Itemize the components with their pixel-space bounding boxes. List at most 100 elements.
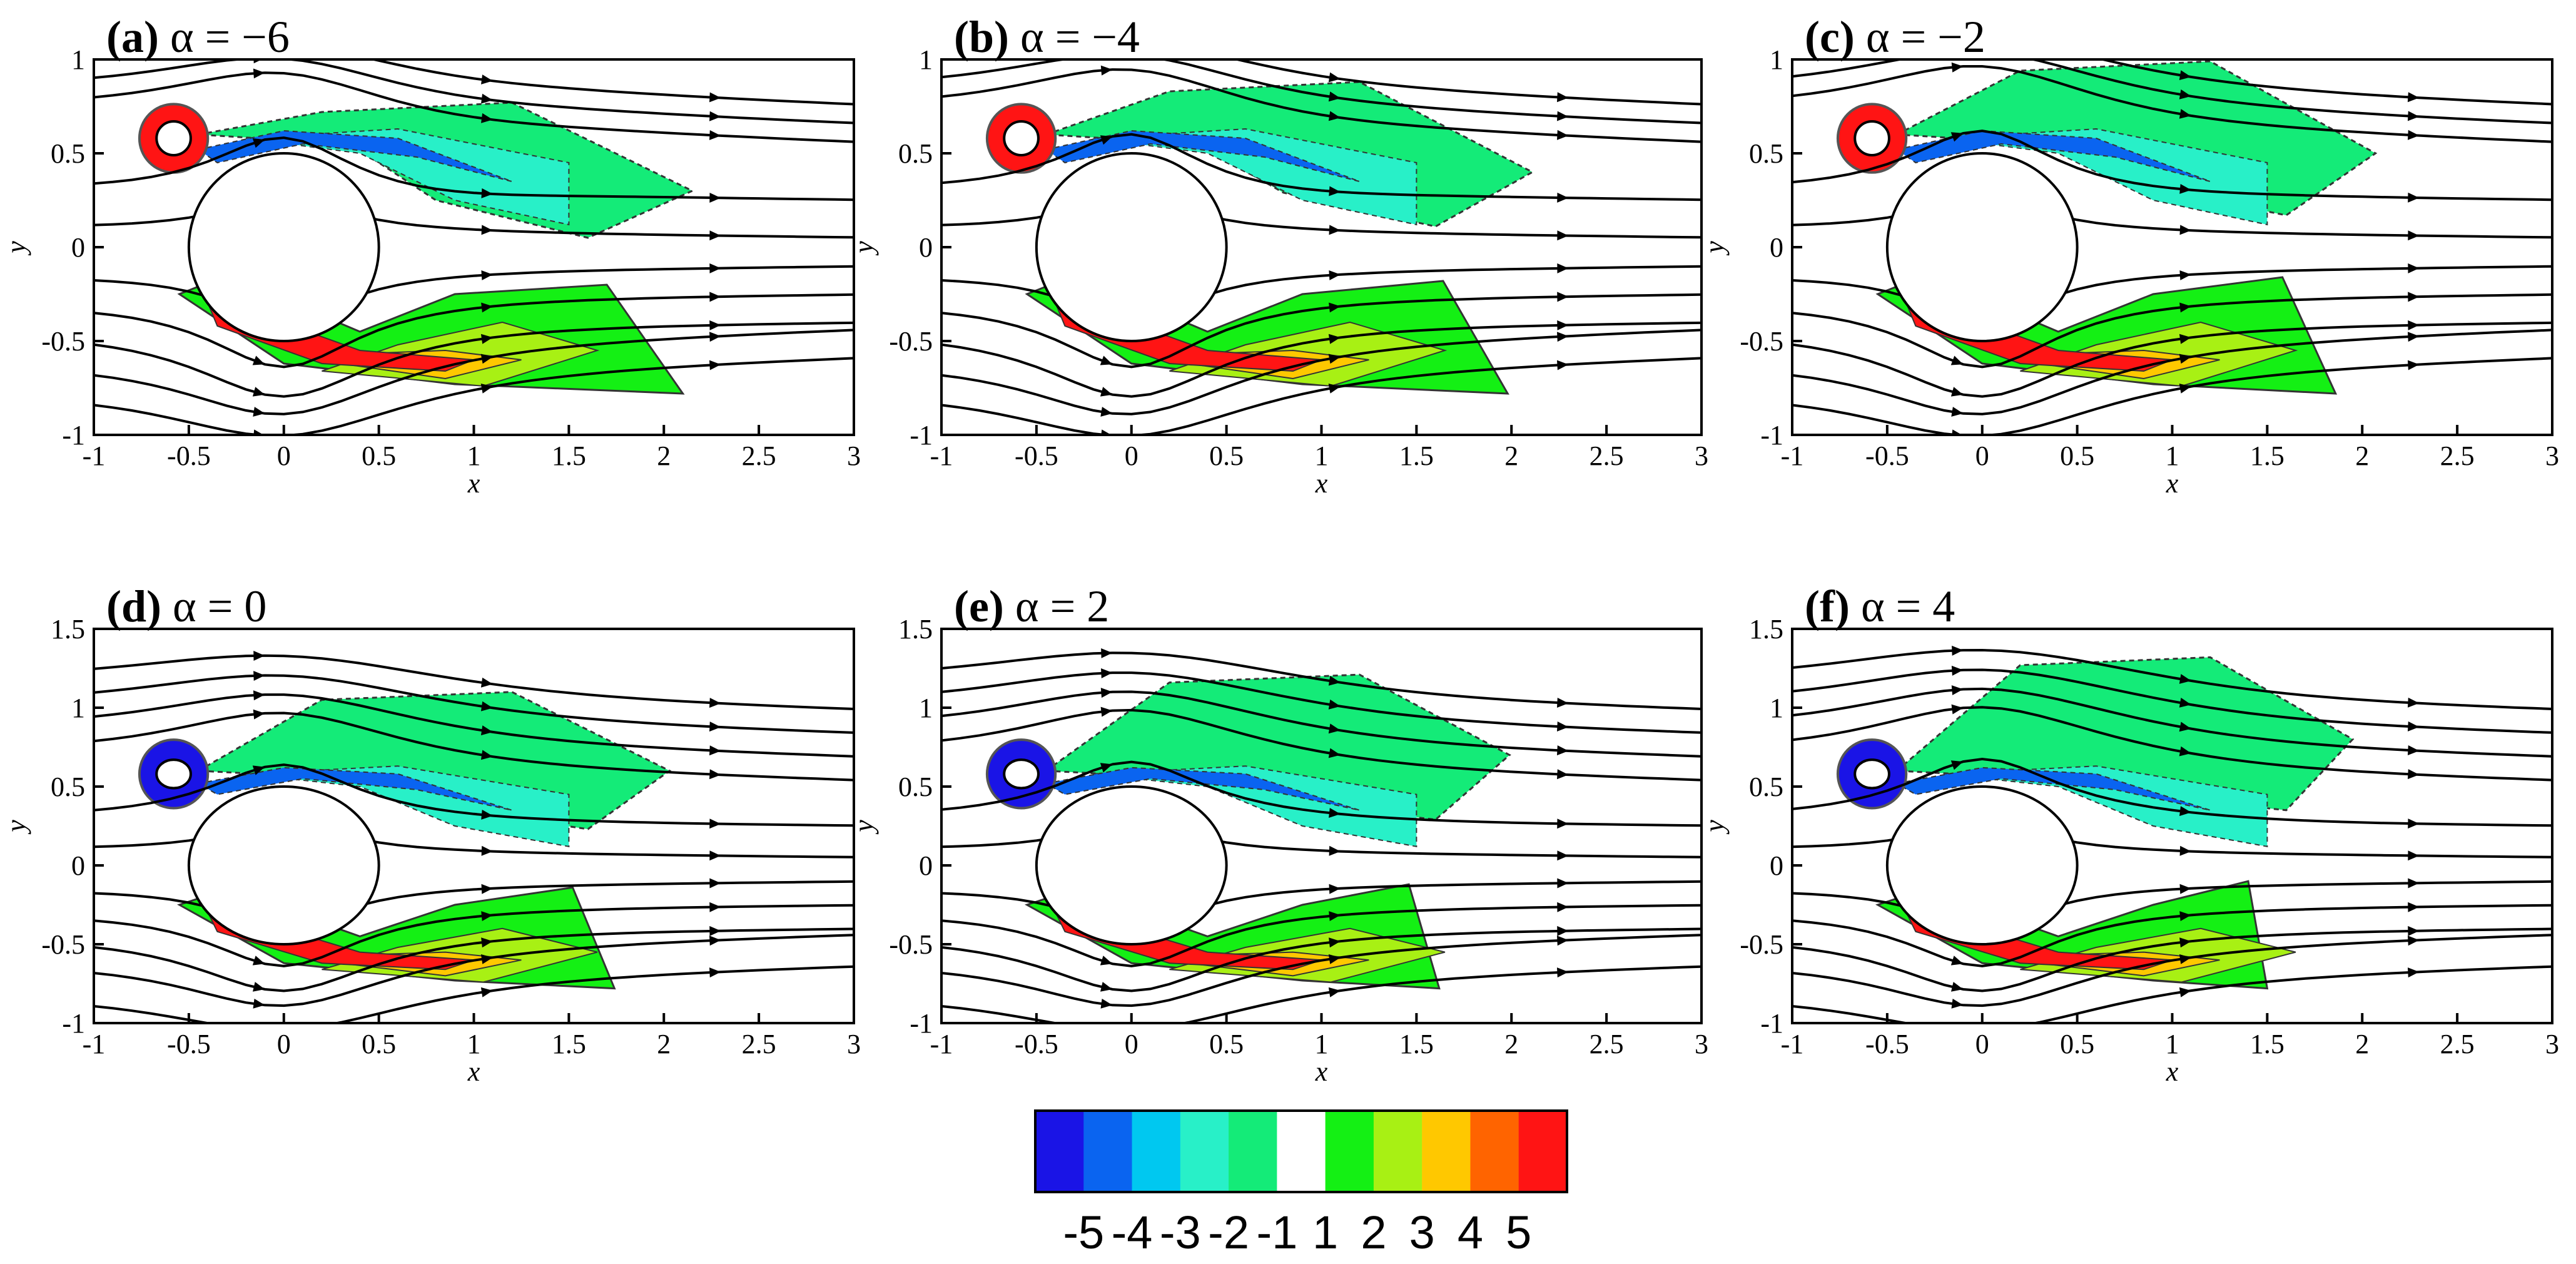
- panel-e-streamline-4-arrow-2: [1557, 878, 1569, 889]
- panel-c-alpha: α = −2: [1866, 12, 1985, 62]
- panel-c-streamline-1-arrow-0: [1951, 407, 1964, 417]
- panel-f-streamline-10-arrow-0: [1952, 645, 1964, 656]
- panel-c-streamline-0: [1792, 357, 2552, 435]
- panel-b-xlabel: x: [1315, 468, 1328, 499]
- panel-e-ytick-label-3: 0.5: [898, 772, 933, 802]
- colorbar-label-7: 3: [1409, 1206, 1435, 1258]
- panel-d-streamline-7: [94, 711, 854, 782]
- panel-d-streamline-2-arrow-0: [253, 982, 265, 992]
- panel-f-vorticity-field: [1792, 645, 2552, 1034]
- panel-e-streamline-3-arrow-1: [1329, 911, 1341, 921]
- panel-d-streamline-10-arrow-1: [480, 677, 493, 688]
- panel-c-streamline-0-arrow-2: [2408, 360, 2420, 370]
- panel-c-contour-neg2: [1944, 128, 2268, 226]
- panel-f-streamline-10-arrow-2: [2408, 697, 2420, 708]
- panel-b-streamline-6: [941, 133, 1701, 201]
- panel-f-alpha: α = 4: [1861, 581, 1955, 631]
- panel-e-ytick-label-5: 1.5: [898, 614, 933, 645]
- panel-d-contour-neg2: [245, 765, 570, 847]
- panel-a-xtick-label-6: 2: [657, 441, 671, 471]
- colorbar-label-1: -4: [1112, 1206, 1153, 1258]
- panel-f-streamline-2-arrow-1: [2179, 937, 2191, 948]
- panel-a-xtick-label-1: -0.5: [167, 441, 211, 471]
- panel-f-streamline-9-arrow-1: [2179, 698, 2191, 708]
- panel-b-xtick-label-7: 2.5: [1590, 441, 1624, 471]
- panel-a-vorticity-field: [94, 59, 854, 435]
- panel-b-xtick-label-0: -1: [930, 441, 953, 471]
- panel-a-ytick-label-1: -0.5: [41, 326, 85, 357]
- panel-b-streamline-8-arrow-1: [1328, 91, 1341, 102]
- panel-d-streamline-0-arrow-1: [480, 987, 493, 997]
- panel-e-streamline-8-arrow-0: [1100, 688, 1113, 698]
- panel-f-ytick-label-1: -0.5: [1740, 929, 1783, 960]
- panel-b-streamline-4-arrow-2: [1557, 263, 1569, 273]
- panel-c-streamline-8-arrow-2: [2408, 111, 2420, 121]
- panel-a-streamline-8-arrow-1: [481, 93, 493, 104]
- panel-c-streamline-3-arrow-2: [2408, 292, 2420, 302]
- panel-a-contour-neg4: [196, 130, 512, 182]
- panel-e-streamline-10-arrow-0: [1101, 648, 1113, 658]
- panel-b-streamline-3: [941, 293, 1701, 369]
- panel-a-streamline-3-arrow-2: [709, 292, 721, 302]
- panel-d-xtick-label-0: -1: [83, 1029, 106, 1059]
- panel-f-contour-neg2: [1944, 765, 2268, 847]
- panel-f-streamline-0: [1792, 965, 2552, 1023]
- panel-a-streamline-3-arrow-1: [481, 302, 493, 313]
- panel-c-streamline-7-arrow-1: [2179, 109, 2191, 119]
- panel-c-streamline-7: [1792, 65, 2552, 143]
- panel-b-contour-neg4: [1044, 130, 1360, 182]
- panel-f-streamline-10-arrow-1: [2179, 674, 2191, 684]
- panel-a-streamline-6-arrow-2: [709, 193, 721, 203]
- panel-d-streamline-9-arrow-2: [709, 721, 721, 732]
- panel-f-streamline-0-arrow-2: [2408, 967, 2420, 978]
- panel-c-streamline-9-arrow-1: [2179, 70, 2191, 80]
- panel-b-streamline-1-arrow-2: [1557, 332, 1569, 342]
- colorbar-label-2: -3: [1160, 1206, 1201, 1258]
- colorbar-label-8: 4: [1458, 1206, 1483, 1258]
- panel-a-streamline-1-arrow-1: [480, 354, 493, 364]
- panel-f-tag: (f): [1805, 581, 1861, 631]
- panel-a-streamline-6-arrow-1: [481, 188, 493, 198]
- panel-f-streamline-9: [1792, 668, 2552, 734]
- panel-d-contour-neg4: [196, 767, 512, 811]
- panel-b-streamline-3-arrow-2: [1557, 292, 1569, 302]
- panel-f-xtick-label-0: -1: [1781, 1029, 1804, 1059]
- panel-c-ylabel: y: [1699, 241, 1730, 256]
- panel-f-streamline-6-arrow-1: [2179, 806, 2191, 817]
- panel-f-streamline-9-arrow-0: [1951, 665, 1964, 676]
- panel-d-streamline-7-arrow-1: [480, 750, 493, 760]
- panel-e-streamline-0-arrow-1: [1328, 987, 1341, 997]
- panel-b-ytick-label-4: 1: [919, 44, 933, 75]
- panel-e-streamline-10: [941, 651, 1701, 710]
- panel-c-streamline-2-arrow-1: [2179, 334, 2191, 344]
- panel-c-streamline-9-arrow-2: [2407, 92, 2420, 103]
- panel-c-streamline-1-arrow-1: [2179, 354, 2191, 364]
- panel-c-ytick-label-2: 0: [1770, 232, 1783, 263]
- panel-d-streamline-4-arrow-2: [709, 878, 721, 889]
- panel-a-streamline-2-arrow-0: [252, 387, 265, 397]
- panel-d-xtick-label-6: 2: [657, 1029, 671, 1059]
- panel-a-streamline-0-arrow-1: [480, 384, 493, 394]
- panel-f-ytick-label-0: -1: [1760, 1008, 1783, 1039]
- panel-b-streamline-0: [941, 357, 1701, 435]
- panel-b-streamline-3-arrow-1: [1329, 302, 1341, 313]
- panel-d-streamline-9: [94, 674, 854, 734]
- panel-f-streamline-0-arrow-0: [1952, 1024, 1964, 1034]
- panel-d-ytick-label-5: 1.5: [51, 614, 85, 645]
- colorbar-label-0: -5: [1063, 1206, 1104, 1258]
- panel-e-streamline-9-arrow-1: [1328, 699, 1341, 710]
- panel-f-xlabel: x: [2166, 1056, 2179, 1087]
- panel-d-xtick-label-5: 1.5: [552, 1029, 586, 1059]
- panel-f-streamline-0-arrow-1: [2179, 987, 2191, 997]
- panel-b-streamline-8: [941, 59, 1701, 125]
- colorbar-frame: [1034, 1109, 1568, 1193]
- colorbar-label-3: -2: [1208, 1206, 1249, 1258]
- panel-a-ytick-label-3: 0.5: [51, 138, 85, 169]
- panel-c-title: (c) α = −2: [1805, 12, 1985, 62]
- panel-e-ytick-label-2: 0: [919, 850, 933, 881]
- panel-f-streamline-9-arrow-2: [2408, 721, 2420, 731]
- panel-c-streamline-6-arrow-1: [2179, 184, 2191, 194]
- panel-c-streamline-0-arrow-1: [2179, 384, 2191, 394]
- panel-b-streamline-1: [941, 329, 1701, 415]
- panel-e-streamline-2-arrow-2: [1557, 925, 1569, 936]
